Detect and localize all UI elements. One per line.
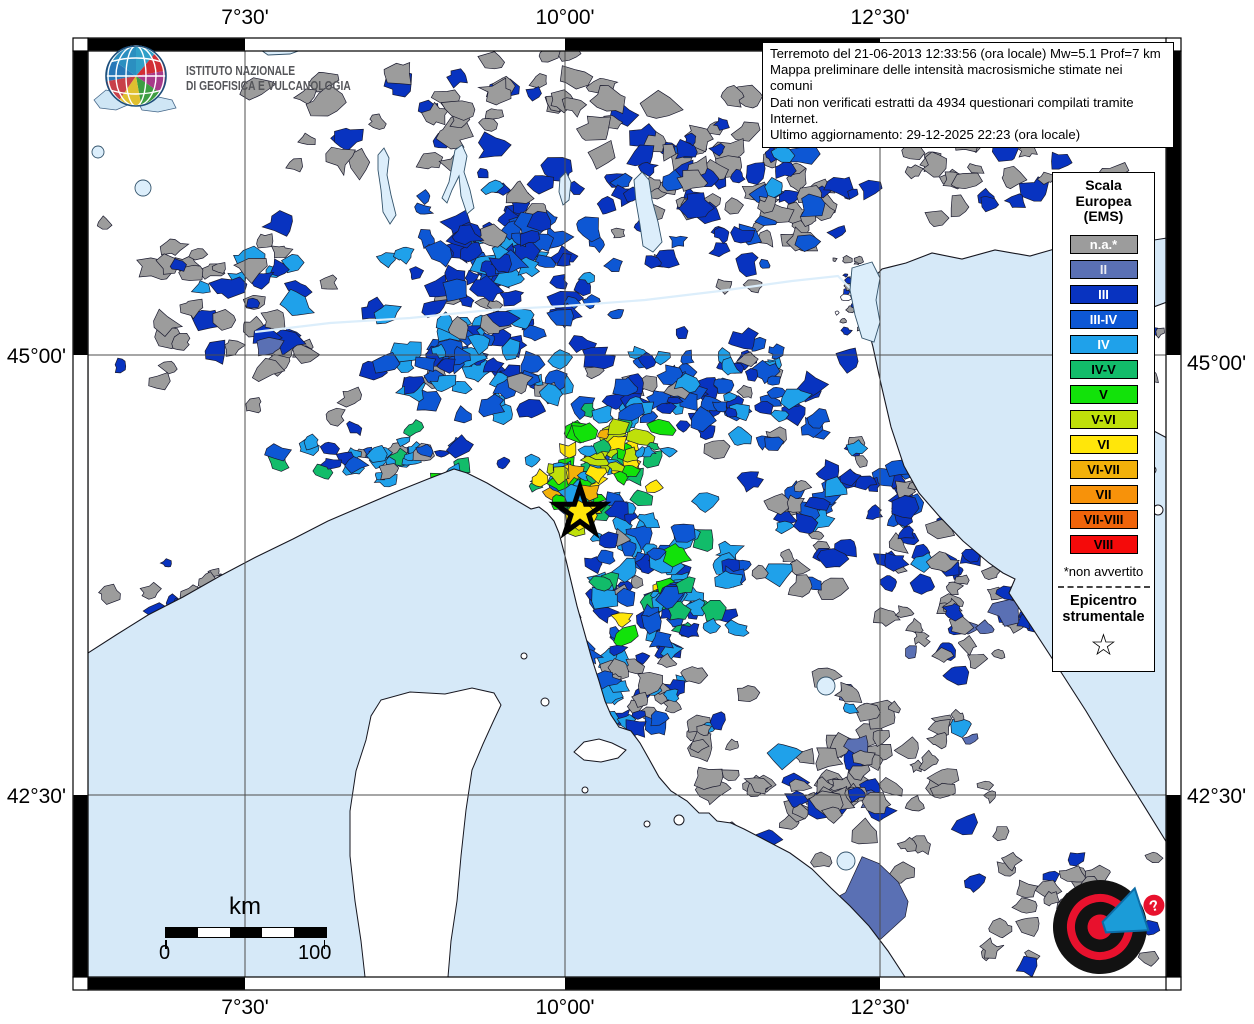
scale-start-label: 0: [159, 942, 171, 964]
axis-label-top-2: 10°00': [535, 6, 595, 29]
intensity-legend: Scala Europea (EMS) n.a.* II III III-IV IV IV…: [1052, 172, 1155, 672]
axis-label-left-45: 45°00': [6, 345, 66, 368]
lake-trasimeno: [816, 676, 836, 696]
lake-bolsena: [836, 851, 856, 871]
scale-segment: [294, 928, 326, 937]
alpine-lake-geneva: [261, 51, 300, 56]
lake-garda: [633, 171, 663, 253]
legend-swatch-v: V: [1069, 384, 1138, 404]
lake-maggiore: [377, 147, 397, 225]
legend-swatch-viiviii: VII-VIII: [1069, 509, 1138, 529]
islet-2: [581, 786, 589, 794]
info-line-data-source: Dati non verificati estratti da 4934 que…: [770, 94, 1134, 126]
scale-segment: [198, 928, 230, 937]
map-frame: [72, 37, 1182, 991]
capraia-island: [540, 697, 550, 707]
scale-segment: [230, 928, 262, 937]
legend-swatch-na: n.a.*: [1069, 234, 1138, 254]
alpine-lake-2: [91, 145, 105, 159]
scale-end-label: 100: [298, 942, 332, 964]
info-line-event: Terremoto del 21-06-2013 12:33:56 (ora l…: [770, 46, 1161, 61]
legend-separator: [1057, 585, 1150, 588]
info-line-updated: Ultimo aggiornamento: 29-12-2025 22:23 (…: [770, 127, 1081, 143]
ingv-globe-icon: [93, 45, 177, 113]
islet-1: [643, 820, 651, 828]
map-scale-bar: km 0 100: [150, 893, 340, 966]
scale-segment: [262, 928, 294, 937]
ingv-logo: ISTITUTO NAZIONALE DI GEOFISICA E VULCAN…: [92, 42, 387, 116]
haisentitoilterremoto-logo: ? www.haisentitoilterremoto.it: [1053, 880, 1185, 1010]
axis-label-bottom-1: 7°30': [221, 996, 269, 1019]
legend-swatch-ii: II: [1069, 259, 1138, 279]
legend-swatch-iiiiv: III-IV: [1069, 309, 1138, 329]
legend-swatch-vii: VII: [1069, 484, 1138, 504]
scale-tick-start: [165, 940, 167, 949]
logo-megaphone-icon: [1101, 886, 1150, 934]
info-line-map-type: Mappa preliminare delle intensità macros…: [770, 62, 1123, 94]
venice-lagoon: [849, 261, 881, 343]
graticule: [88, 51, 1167, 977]
legend-swatch-viii: VIII: [1069, 534, 1138, 554]
scale-labels: 0 100: [150, 942, 340, 966]
ingv-logo-text: ISTITUTO NAZIONALE DI GEOFISICA E VULCAN…: [186, 64, 351, 93]
axis-label-left-42: 42°30': [6, 785, 66, 808]
legend-swatch-iv: IV: [1069, 334, 1138, 354]
logo-circular-text: www.haisentitoilterremoto.it: [1145, 964, 1185, 1010]
legend-swatch-ivv: IV-V: [1069, 359, 1138, 379]
scale-segment: [166, 928, 198, 937]
logo-question-disc: [1143, 894, 1165, 916]
axis-label-top-1: 7°30': [221, 6, 269, 29]
scale-tick-end: [323, 940, 325, 949]
axis-label-right-42: 42°30': [1187, 785, 1247, 808]
earthquake-info-box: Terremoto del 21-06-2013 12:33:56 (ora l…: [762, 42, 1174, 149]
axis-label-bottom-3: 12°30': [850, 996, 910, 1019]
legend-title: Scala Europea (EMS): [1075, 177, 1132, 224]
legend-swatch-vi: VI: [1069, 434, 1138, 454]
region-torino-ii: [256, 337, 285, 357]
scale-bar-segments: [165, 927, 327, 938]
axis-label-top-3: 12°30': [850, 6, 910, 29]
po-river: [254, 274, 863, 334]
elba-island: [573, 738, 627, 763]
giglio-island: [673, 814, 685, 826]
alpine-lake-3: [134, 179, 152, 197]
legend-footnote: *non avvertito: [1063, 563, 1144, 579]
legend-swatch-list: n.a.* II III III-IV IV IV-V V V-VI VI VI-VII VII VI…: [1069, 232, 1138, 557]
axis-label-bottom-2: 10°00': [535, 996, 595, 1019]
map-interior: [88, 51, 1167, 977]
lake-como: [441, 144, 475, 215]
axis-label-right-45: 45°00': [1187, 352, 1247, 375]
legend-swatch-vivii: VI-VII: [1069, 459, 1138, 479]
scale-unit-label: km: [229, 893, 261, 920]
gorgona-island: [520, 652, 528, 660]
epicenter-star: [548, 478, 612, 539]
corsica-island: [349, 687, 502, 977]
legend-swatch-vvi: V-VI: [1069, 409, 1138, 429]
legend-swatch-iii: III: [1069, 284, 1138, 304]
legend-epicenter-title: Epicentro strumentale: [1062, 592, 1145, 625]
legend-epicenter-star-icon: ☆: [1090, 628, 1117, 662]
